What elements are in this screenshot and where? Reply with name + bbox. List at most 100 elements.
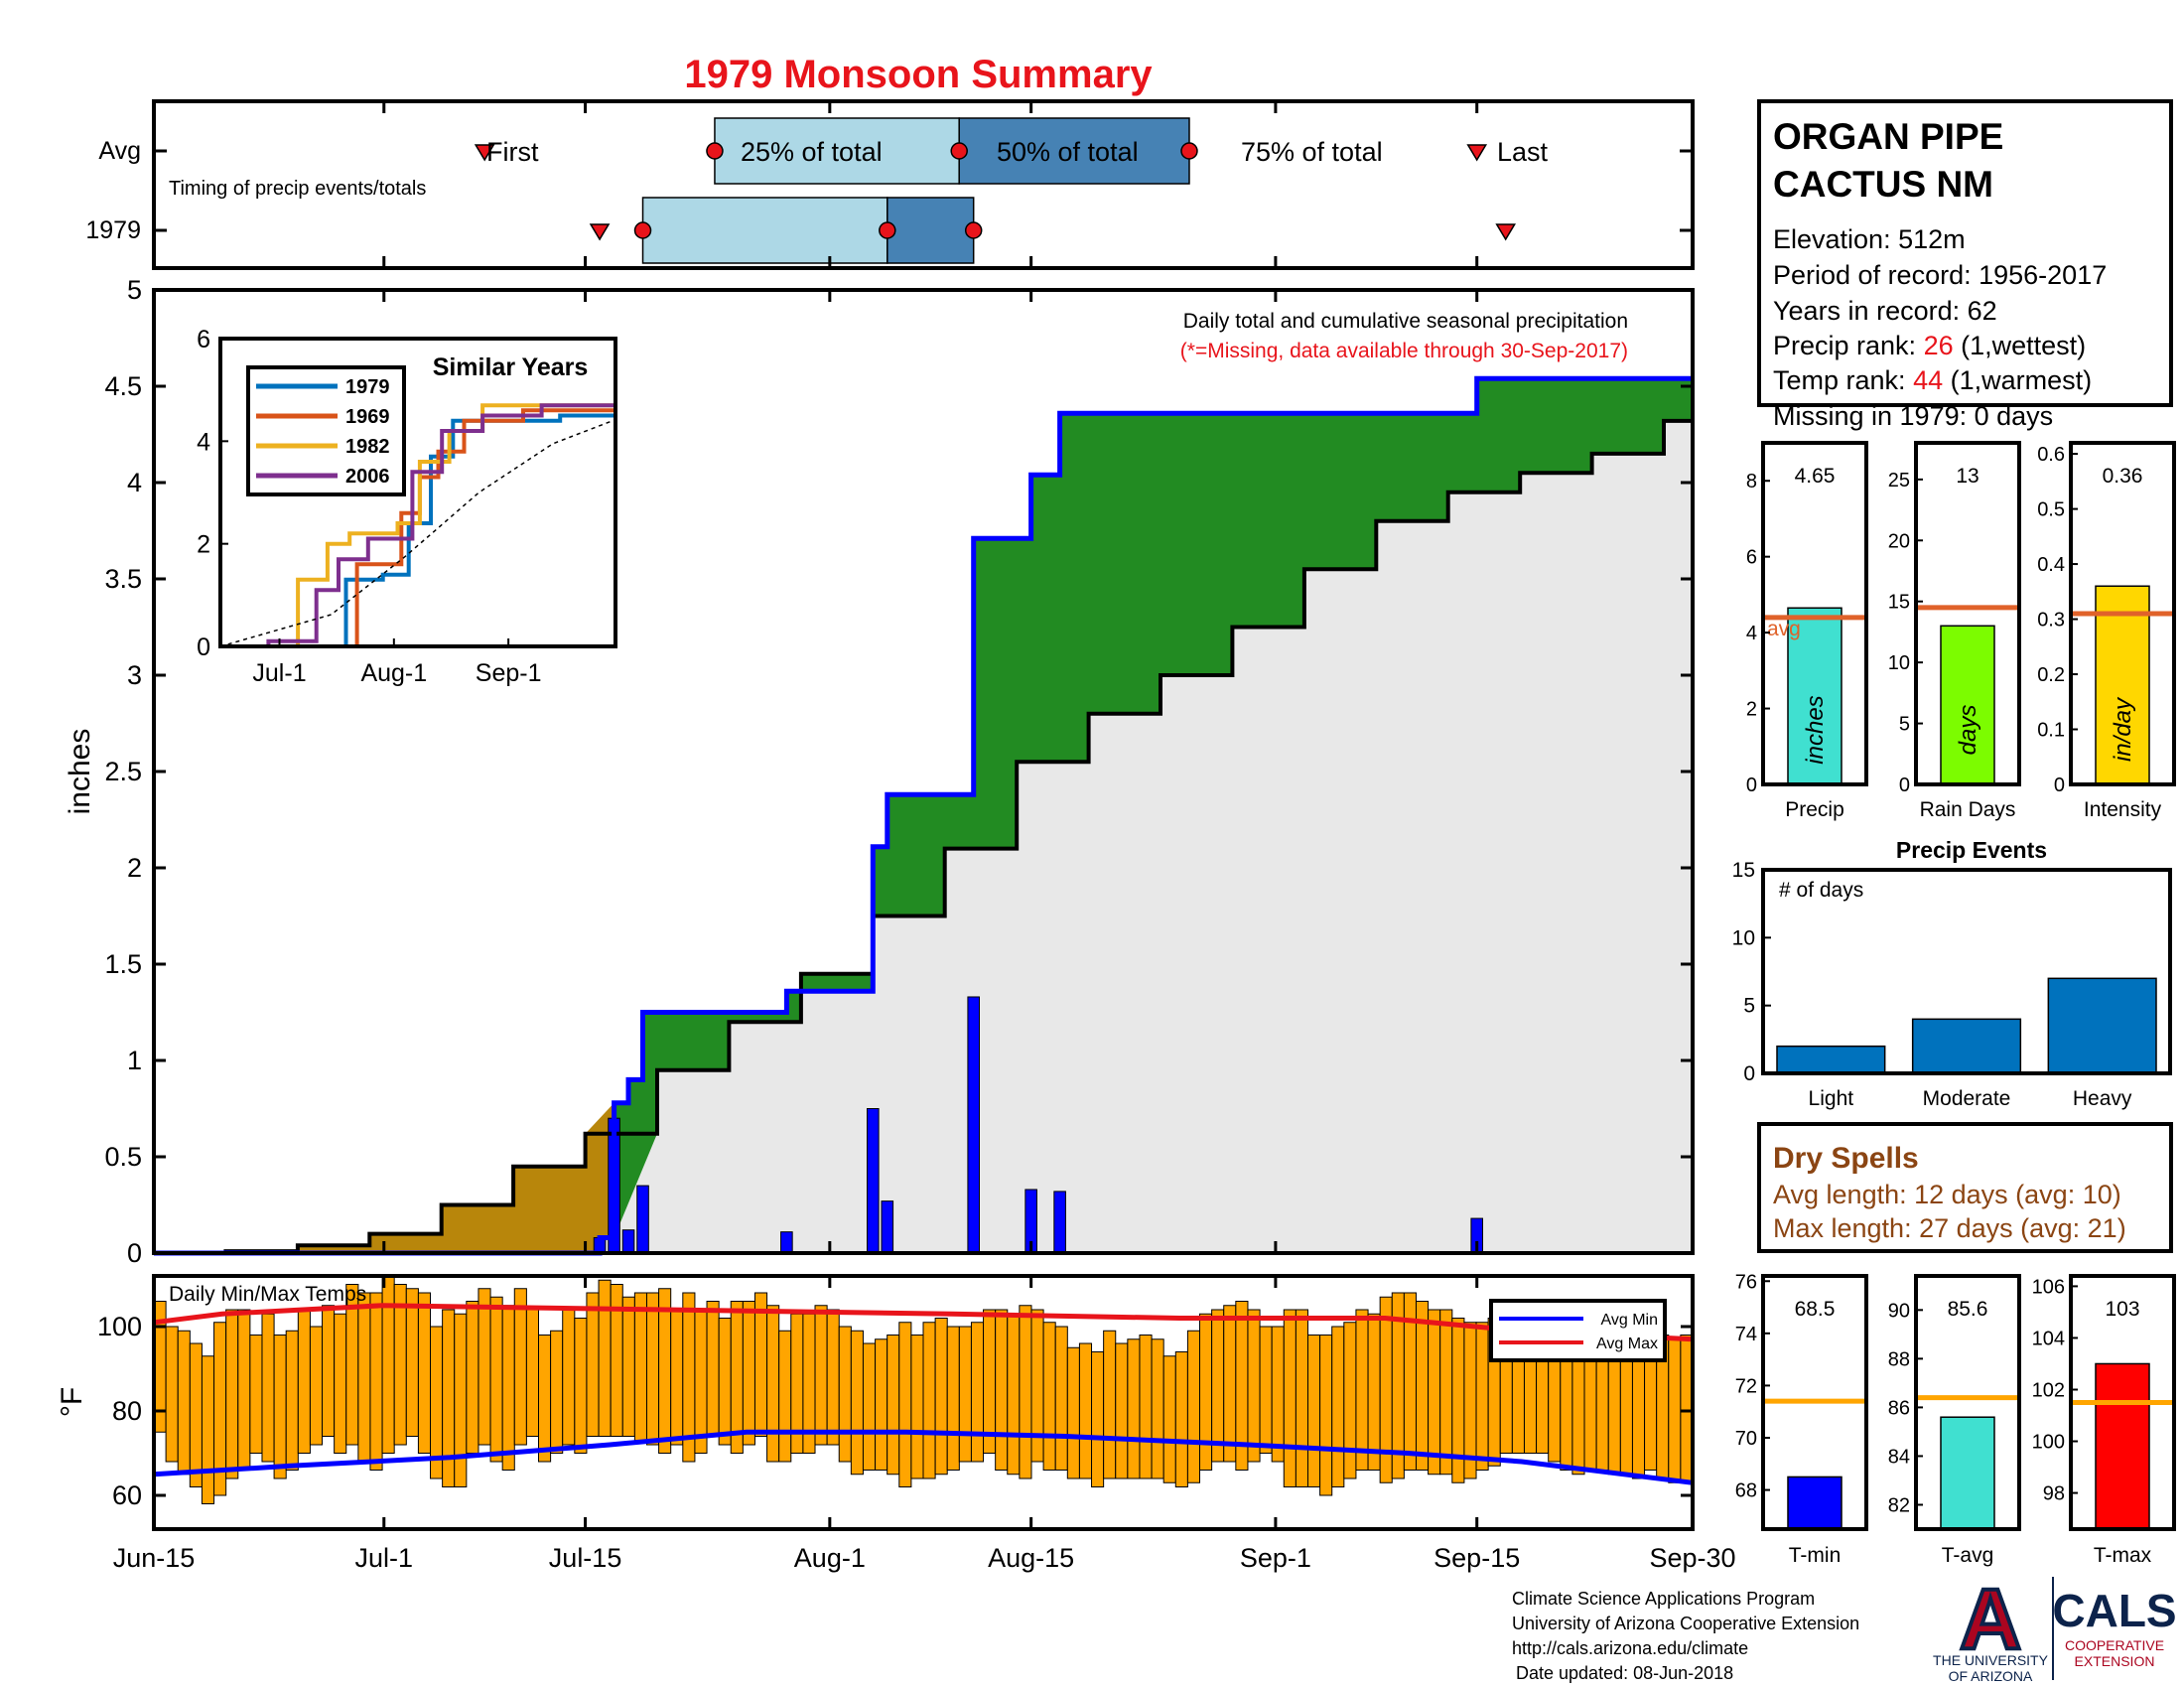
temp-legend-box (1489, 1299, 1667, 1362)
small-panel-tick-label: 6 (1746, 547, 1757, 569)
cumulative-1979-line (154, 375, 1693, 1256)
events-y-tick-label: 5 (1743, 995, 1755, 1018)
date-x-tick-label: Sep-1 (1240, 1543, 1311, 1573)
events-category-label: Heavy (2073, 1087, 2132, 1110)
small-panel-tick-label: 68 (1735, 1480, 1757, 1502)
events-bar (2047, 977, 2157, 1074)
temp-range-bar (875, 1338, 888, 1471)
temp-range-bar (201, 1355, 215, 1504)
temp-range-bar (1151, 1338, 1164, 1479)
main-y-tick-label: 1 (127, 1046, 142, 1075)
inset-series-avg (219, 418, 616, 647)
ua-logo-letter: A (1960, 1572, 2021, 1667)
temp-range-bar (670, 1309, 684, 1446)
daily-precip-bar (636, 1185, 649, 1254)
temp-range-bar (1271, 1326, 1285, 1463)
temp-range-bar (1295, 1309, 1308, 1487)
temp-rank-note: (1,warmest) (1943, 365, 2092, 395)
timing-box-q25-q50 (714, 117, 960, 185)
inset-x-tick-label: Sep-1 (476, 659, 542, 687)
temp-range-bar (1223, 1305, 1237, 1463)
temp-range-bar (1668, 1338, 1682, 1483)
temp-range-bar (1103, 1330, 1117, 1479)
events-bar (1911, 1018, 2022, 1074)
temp-range-bar (417, 1292, 432, 1454)
temp-range-bar (1030, 1309, 1044, 1463)
temp-range-bar (898, 1322, 912, 1487)
temp-range-bar (562, 1309, 576, 1446)
station-frame (1757, 99, 2173, 407)
timing-quartile-dot (879, 221, 896, 239)
main-y-tick-label: 3 (127, 660, 142, 690)
ua-logo-line1: THE UNIVERSITY (1933, 1652, 2049, 1668)
inset-legend-label: 1982 (345, 436, 390, 458)
temp-range-bar (1607, 1342, 1621, 1476)
temp-range-bar (405, 1288, 419, 1437)
small-panel-tick-label: 70 (1735, 1428, 1757, 1450)
events-y-tick-label: 0 (1743, 1062, 1755, 1085)
temp-range-bar (814, 1305, 828, 1446)
temp-range-bar (501, 1305, 515, 1471)
cals-logo-line1: COOPERATIVE (2065, 1637, 2164, 1653)
small-panel-tick-label: 86 (1888, 1397, 1910, 1419)
temp-range-bar (862, 1342, 877, 1471)
small-panel-value: 85.6 (1948, 1298, 1988, 1321)
inset-legend: 1979 1969 1982 2006 (256, 376, 390, 488)
temp-range-bar (1019, 1305, 1032, 1479)
date-x-tick-label: Sep-15 (1433, 1543, 1520, 1573)
timing-box-q50-q75 (887, 197, 975, 264)
events-category-label: Moderate (1923, 1087, 2011, 1110)
timing-legend-first: First (486, 137, 539, 167)
events-y-tick-label: 10 (1732, 926, 1755, 949)
temp-range-bar (249, 1335, 263, 1454)
figure-title: 1979 Monsoon Summary (684, 53, 1153, 96)
main-y-tick-label: 5 (127, 275, 142, 305)
small-panel-tick-label: 0.1 (2037, 720, 2065, 742)
date-x-tick-label: Aug-1 (794, 1543, 866, 1573)
small-panel-category: Precip (1785, 798, 1844, 821)
date-x-axis: Jun-15 Jul-1 Jul-15 Aug-1 Aug-15 Sep-1 Sep-15 S… (113, 290, 1736, 1573)
small-panel-tick-label: 8 (1746, 471, 1757, 492)
temp-range-bar (1428, 1309, 1441, 1476)
timing-ticks (152, 101, 1695, 268)
events-ylabel: # of days (1779, 879, 1863, 902)
date-x-tick-label: Jul-1 (355, 1543, 414, 1573)
timing-legend-q25: 25% of total (741, 137, 883, 167)
footer-line4: Date updated: 08-Jun-2018 (1516, 1663, 1733, 1683)
daily-precip-bar (881, 1200, 894, 1254)
small-panel-tick-label: 82 (1888, 1494, 1910, 1516)
small-panel-tick-label: 4 (1746, 623, 1757, 644)
temp-range-bar (513, 1288, 527, 1446)
timing-quartile-dot (950, 142, 968, 160)
avg-max-line (153, 1303, 1694, 1342)
station-precip-rank: Precip rank: 26 (1,wettest) (1773, 331, 2086, 360)
small-panel-tick-label: 25 (1888, 470, 1910, 492)
small-panel-tick-label: 0.6 (2037, 444, 2065, 466)
small-panel-tick-label: 100 (2032, 1432, 2065, 1454)
temp-range-bar (1475, 1322, 1489, 1471)
small-panel-bar (2095, 1362, 2150, 1530)
temp-range-bar (273, 1335, 287, 1479)
temp-range-bar (165, 1326, 179, 1463)
temp-range-bar (1331, 1326, 1345, 1487)
precip-rank-value: 26 (1924, 331, 1954, 360)
temp-range-bar (1379, 1296, 1393, 1483)
small-panel-value: 13 (1956, 465, 1979, 488)
precip-rank-note: (1,wettest) (1954, 331, 2087, 360)
small-panel-value: 0.36 (2103, 465, 2143, 488)
temp-range-bar (261, 1313, 275, 1463)
temp-range-bar (742, 1301, 755, 1446)
temp-range-bar (1367, 1313, 1381, 1471)
temp-range-bar (934, 1318, 948, 1476)
date-x-tick-label: Jun-15 (113, 1543, 196, 1573)
temp-range-bar (621, 1296, 635, 1437)
main-y-tick-label: 0 (127, 1238, 142, 1268)
events-category-label: Light (1809, 1087, 1854, 1110)
below-average-fill (154, 1102, 614, 1253)
temp-range-bar (1066, 1346, 1080, 1479)
avg-cumulative-line (154, 401, 1695, 1255)
temp-rank-value: 44 (1913, 365, 1943, 395)
temp-range-bar (586, 1292, 600, 1437)
temp-range-bar (574, 1318, 588, 1454)
small-panel-frame (1761, 1274, 1868, 1531)
